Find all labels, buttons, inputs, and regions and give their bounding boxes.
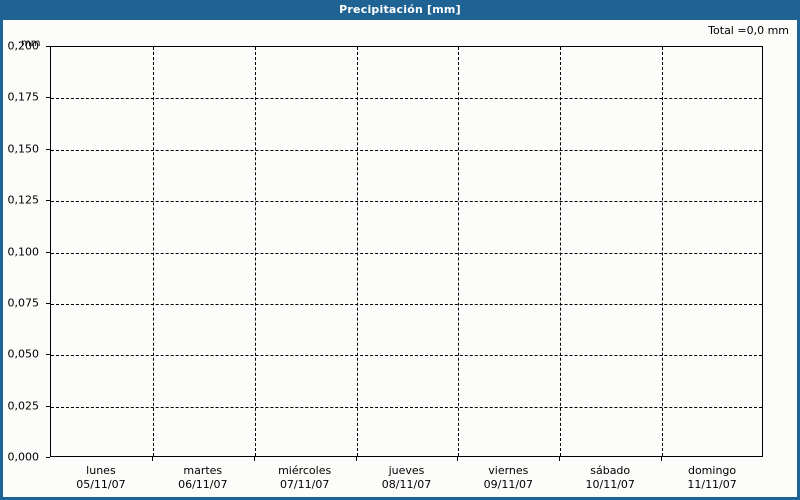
y-tick-mark — [46, 46, 50, 47]
x-tick-label-day: miércoles — [278, 464, 332, 477]
x-tick-label: martes 06/11/07 — [178, 464, 227, 492]
gridline-horizontal — [51, 252, 762, 254]
x-tick-label-date: 10/11/07 — [585, 478, 635, 491]
x-tick-label-day: martes — [183, 464, 223, 477]
plot-area — [50, 46, 763, 457]
x-tick-mark — [559, 457, 561, 461]
y-tick-mark — [46, 251, 50, 253]
gridline-horizontal — [51, 201, 762, 203]
y-tick-label: 0,150 — [7, 142, 40, 156]
gridline-vertical — [458, 47, 460, 456]
x-tick-label-date: 07/11/07 — [279, 478, 330, 491]
x-tick-mark — [457, 457, 459, 461]
x-tick-label-date: 09/11/07 — [483, 478, 534, 491]
page-title: Precipitación [mm] — [339, 3, 461, 16]
gridline-vertical — [560, 47, 562, 456]
gridline-vertical — [152, 47, 154, 456]
y-tick-label: 0,100 — [7, 245, 40, 258]
y-tick-label: 0,025 — [7, 399, 40, 413]
x-tick-label-date: 05/11/07 — [76, 478, 126, 491]
gridline-horizontal — [51, 355, 762, 357]
x-tick-label-day: jueves — [388, 464, 425, 477]
y-tick-mark — [46, 354, 50, 356]
x-tick-label-day: domingo — [687, 464, 737, 477]
gridline-vertical — [662, 47, 664, 456]
x-tick-label: lunes 05/11/07 — [76, 464, 125, 492]
y-axis-unit-label: mm — [21, 38, 41, 49]
gridline-vertical — [356, 47, 358, 456]
gridline-vertical — [254, 47, 256, 456]
gridline-horizontal — [51, 406, 762, 408]
x-tick-label-day: viernes — [488, 464, 529, 477]
x-tick-label: jueves 08/11/07 — [382, 464, 431, 492]
y-tick-label: 0,125 — [7, 193, 40, 207]
y-tick-label: 0,200 — [7, 39, 40, 53]
x-tick-label: domingo 11/11/07 — [687, 464, 736, 492]
y-tick-label: 0,000 — [7, 450, 40, 464]
x-tick-mark — [151, 457, 153, 461]
y-tick-mark — [46, 97, 50, 99]
y-tick-mark — [46, 148, 50, 150]
gridline-horizontal — [51, 149, 762, 151]
x-tick-label-day: sábado — [590, 464, 631, 477]
x-tick-label-date: 08/11/07 — [381, 478, 432, 491]
x-tick-label: sábado 10/11/07 — [586, 464, 635, 492]
gridline-horizontal — [51, 303, 762, 305]
gridline-horizontal — [51, 98, 762, 100]
x-tick-label-date: 11/11/07 — [687, 478, 737, 491]
x-tick-label: viernes 09/11/07 — [484, 464, 533, 492]
y-tick-mark — [46, 405, 50, 407]
x-tick-label: miércoles 07/11/07 — [278, 464, 331, 492]
y-tick-label: 0,050 — [7, 347, 40, 361]
y-tick-mark — [46, 200, 50, 202]
plot-wrapper — [50, 46, 763, 457]
x-tick-mark — [355, 457, 357, 461]
total-annotation: Total =0,0 mm — [708, 24, 789, 37]
window-titlebar: Precipitación [mm] — [3, 0, 797, 20]
y-tick-mark — [46, 302, 50, 304]
x-tick-mark — [253, 457, 255, 461]
x-tick-label-day: lunes — [86, 464, 116, 477]
x-tick-mark — [661, 457, 663, 461]
y-tick-label: 0,175 — [7, 90, 40, 104]
x-tick-label-date: 06/11/07 — [178, 478, 228, 491]
y-tick-label: 0,075 — [7, 296, 40, 310]
y-tick-mark — [46, 457, 50, 458]
